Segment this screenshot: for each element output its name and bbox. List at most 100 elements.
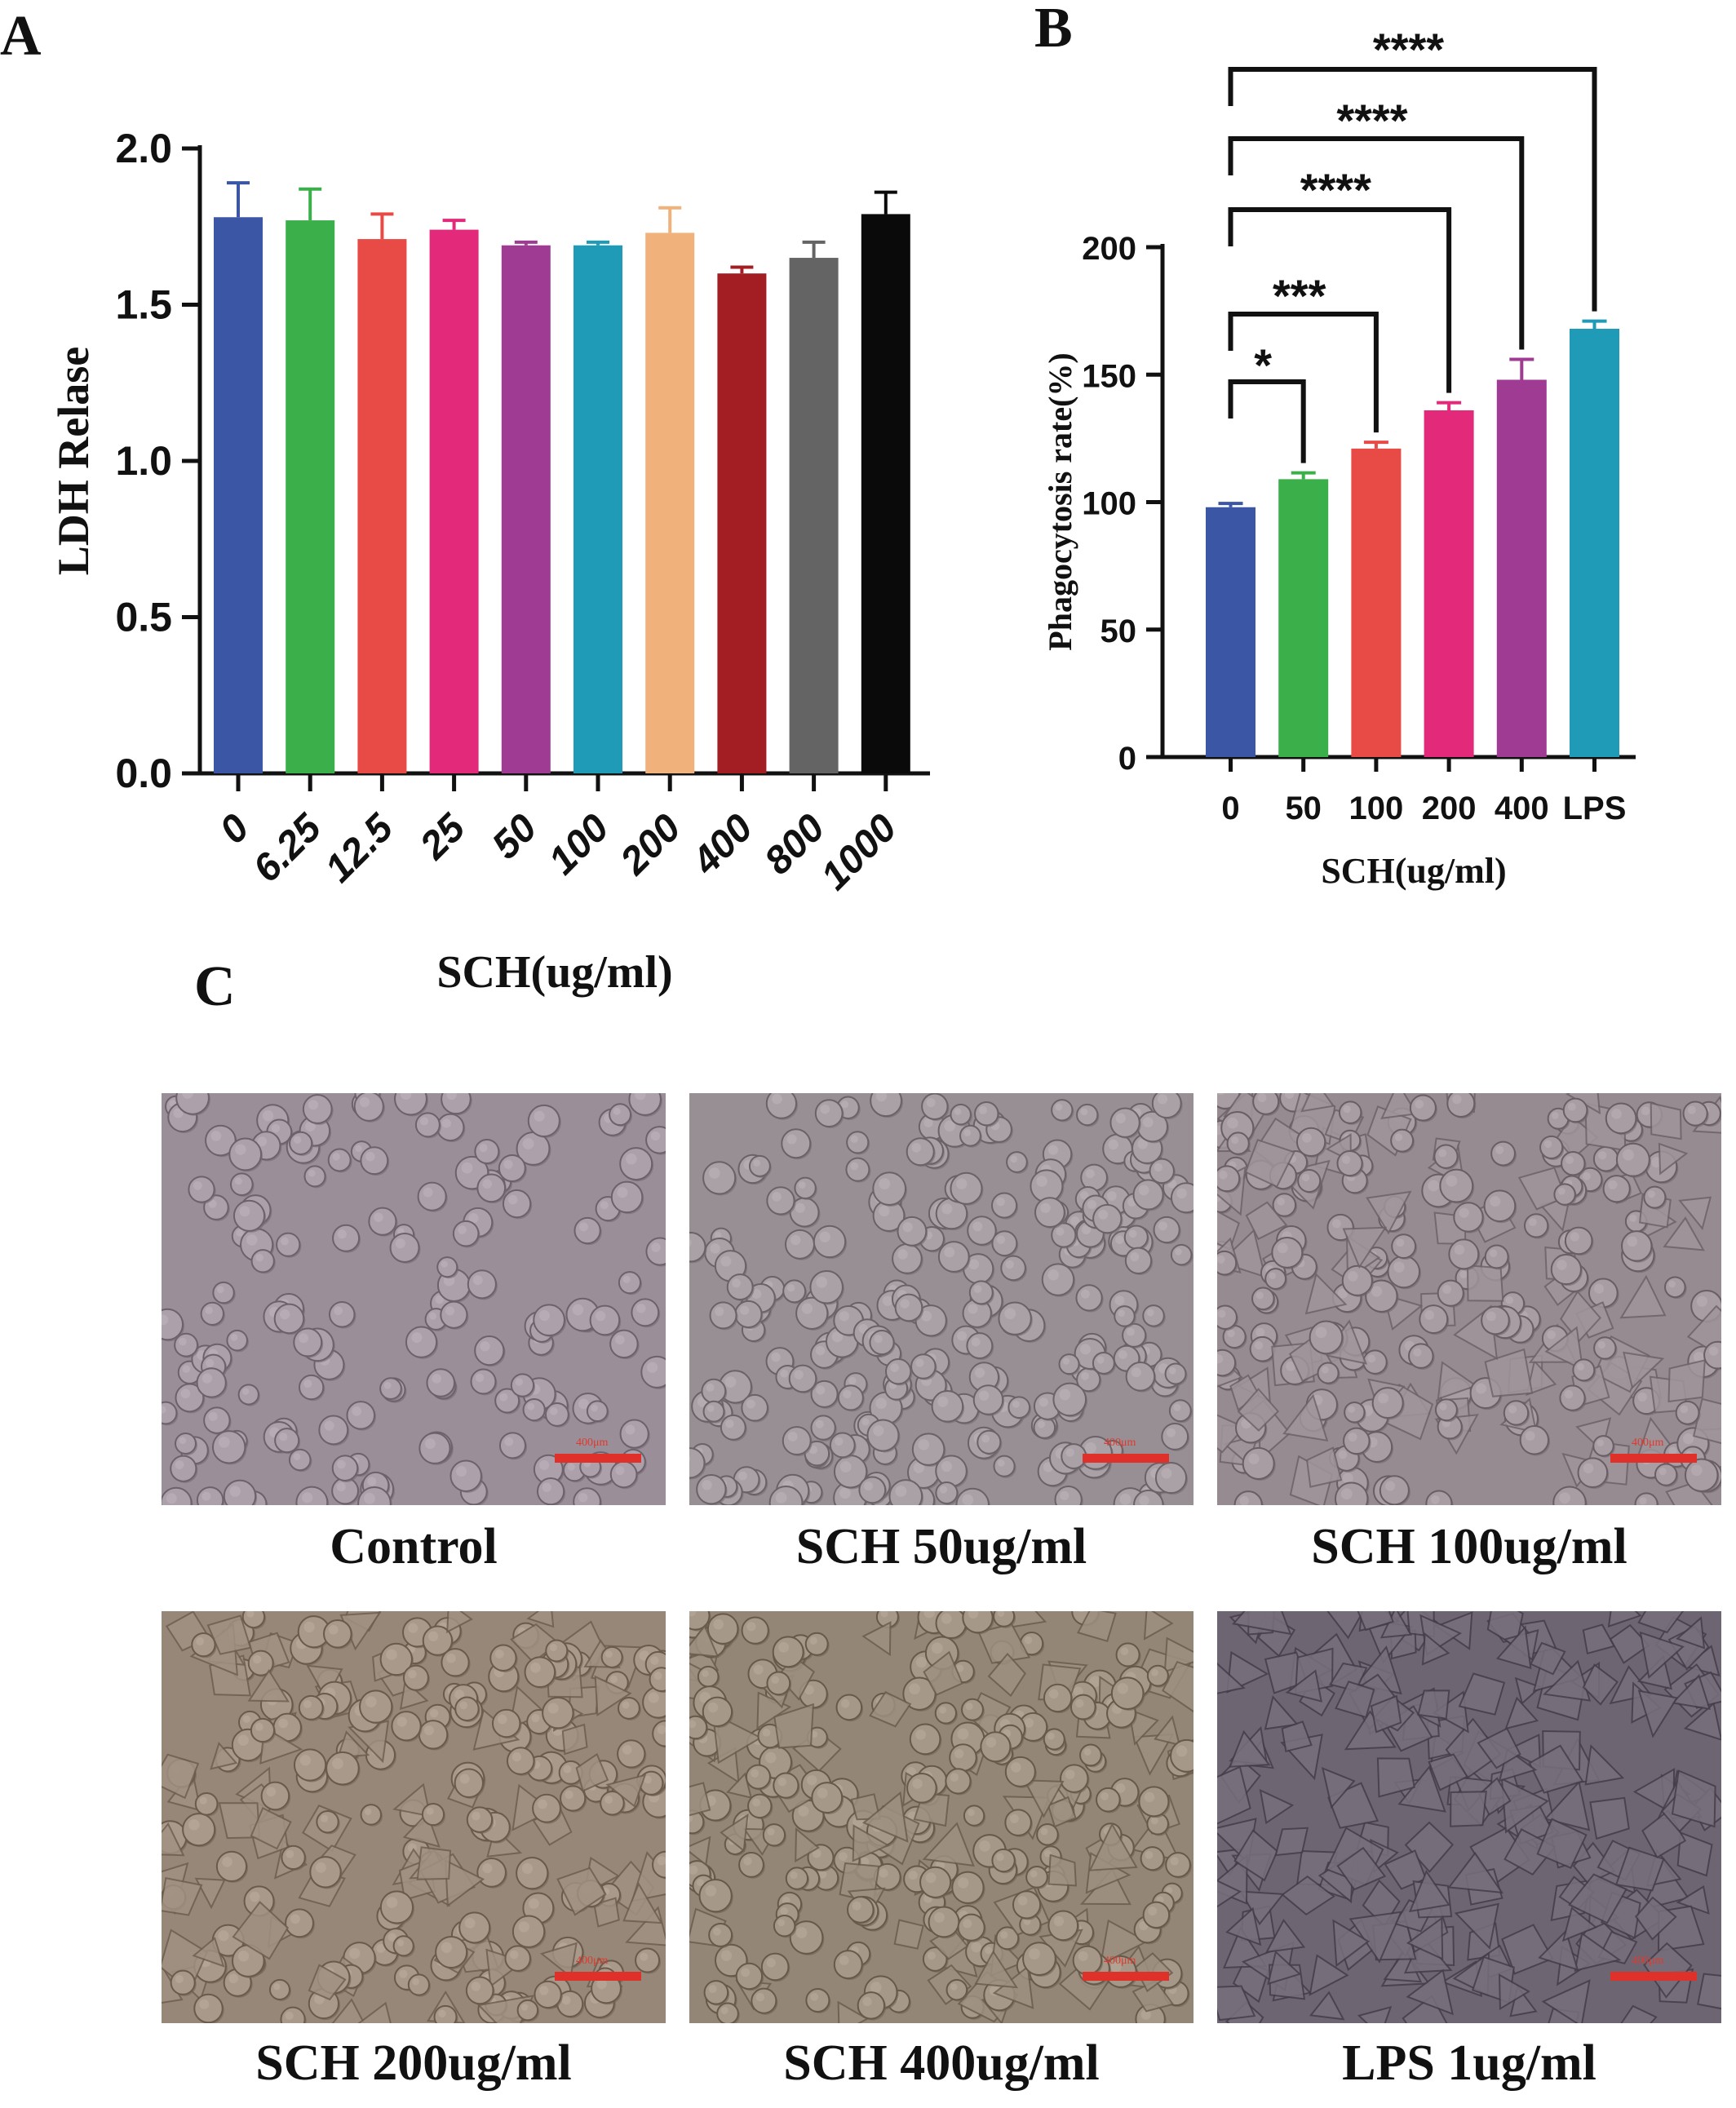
cell [332, 1224, 361, 1252]
cell [1043, 1728, 1065, 1751]
cell [1245, 1201, 1288, 1241]
cell [1503, 1400, 1530, 1426]
cell [959, 1124, 981, 1147]
cell [861, 1621, 892, 1657]
cell [561, 1723, 588, 1756]
cell [1450, 1791, 1487, 1827]
cell [1012, 1890, 1042, 1920]
cell [1114, 1305, 1136, 1327]
cell [1577, 1457, 1609, 1489]
cell [467, 1269, 497, 1300]
cell [316, 1809, 339, 1834]
cell [196, 1367, 227, 1398]
chart-a-bar-6.25 [286, 220, 335, 774]
chart-b-y-tick-label: 150 [1082, 358, 1136, 394]
cell [1417, 1690, 1450, 1720]
cell [522, 1397, 546, 1422]
cell [273, 1303, 305, 1335]
cell [1539, 1135, 1564, 1159]
cell [703, 1980, 729, 2005]
cell [454, 1696, 480, 1722]
cell [417, 1181, 447, 1211]
cell [1602, 1175, 1631, 1203]
cell [1370, 1694, 1402, 1734]
micrograph-caption: LPS 1ug/ml [1342, 2035, 1596, 2091]
cell [237, 1384, 259, 1406]
cell [1306, 1446, 1343, 1488]
cell [1419, 1304, 1449, 1335]
cell [835, 1694, 863, 1721]
panel-label-b: B [1034, 0, 1073, 60]
cell [491, 1708, 521, 1738]
cell [998, 1301, 1032, 1335]
cell [1664, 1276, 1686, 1299]
chart-b-y-tick-label: 0 [1118, 741, 1136, 777]
cell [1034, 1197, 1065, 1229]
cell [328, 1301, 356, 1328]
cell [1376, 1757, 1415, 1798]
cell [407, 1973, 430, 1996]
cell [194, 1877, 226, 1910]
chart-a-bar-25 [429, 229, 479, 774]
chart-a-bar-1000 [861, 214, 910, 773]
cell [210, 1742, 238, 1770]
cell [1132, 1733, 1175, 1776]
cell [858, 1476, 887, 1504]
cell [556, 1867, 607, 1916]
cell [1217, 1210, 1240, 1251]
panel-label-c: C [194, 955, 236, 1018]
cell [346, 1401, 376, 1430]
cell [1154, 1461, 1188, 1495]
cell [872, 1171, 907, 1206]
cell [268, 1978, 291, 2000]
chart-b-y-tick-label: 200 [1082, 231, 1136, 267]
cell [788, 1364, 817, 1393]
cell [894, 1293, 923, 1322]
cell [1498, 1973, 1530, 2011]
cell [1357, 2005, 1393, 2023]
cell [937, 1241, 970, 1273]
cell [773, 1772, 799, 1799]
cell [1561, 1906, 1598, 1942]
cell [1561, 1150, 1586, 1176]
cell [1154, 1715, 1181, 1747]
cell [935, 1611, 968, 1640]
scale-bar-label: 400μm [1632, 1955, 1664, 1967]
micrograph-caption: SCH 400ug/ml [783, 2035, 1100, 2091]
cell [893, 1919, 924, 1950]
cell [1448, 1238, 1480, 1270]
chart-b-significance-bracket [1228, 207, 1452, 393]
cell [1047, 1853, 1077, 1887]
scale-bar-label: 400μm [1104, 1437, 1136, 1449]
cell [1643, 1185, 1667, 1209]
cell [1123, 1224, 1149, 1250]
cell [785, 1867, 809, 1890]
cell [950, 1171, 983, 1205]
cell [250, 1717, 276, 1743]
cell [837, 2000, 870, 2023]
chart-a-x-axis-title: SCH(ug/ml) [436, 947, 672, 998]
cell [1484, 1244, 1509, 1269]
cell [402, 1664, 429, 1691]
cell [1357, 1611, 1394, 1632]
cell [1322, 1766, 1356, 1809]
cell [589, 1304, 621, 1336]
cell [544, 1402, 569, 1427]
cell [846, 1131, 870, 1154]
cell [170, 1969, 196, 1995]
cell [1326, 1611, 1365, 1640]
cell [1390, 1128, 1415, 1153]
cell [720, 1414, 746, 1441]
cell [980, 1731, 1012, 1763]
cell [1671, 1673, 1712, 1711]
cell [466, 1806, 494, 1833]
cell [298, 1694, 324, 1720]
cell [741, 1616, 769, 1645]
cell [1217, 1985, 1256, 2022]
cell [302, 1094, 333, 1124]
cell [751, 1987, 777, 2014]
cell [795, 1827, 820, 1863]
cell [1075, 1284, 1103, 1312]
cell [1309, 1320, 1344, 1355]
cell [226, 1329, 248, 1352]
